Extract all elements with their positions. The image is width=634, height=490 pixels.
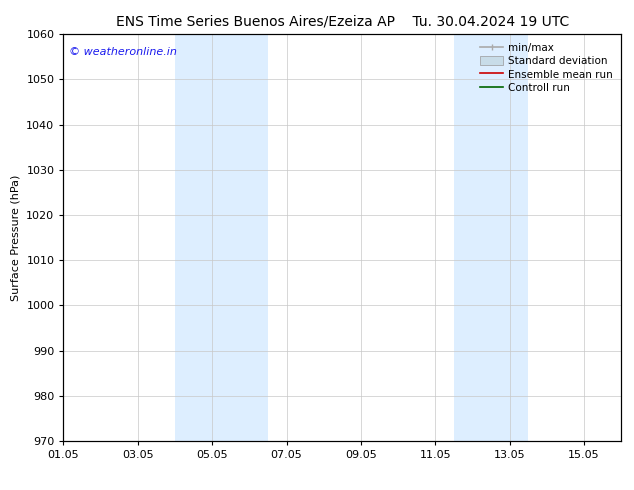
Bar [175,34,268,441]
Legend: min/max, Standard deviation, Ensemble mean run, Controll run: min/max, Standard deviation, Ensemble me… [477,40,616,96]
Title: ENS Time Series Buenos Aires/Ezeiza AP    Tu. 30.04.2024 19 UTC: ENS Time Series Buenos Aires/Ezeiza AP T… [116,15,569,29]
Bar [454,34,528,441]
Text: © weatheronline.in: © weatheronline.in [69,47,177,56]
Y-axis label: Surface Pressure (hPa): Surface Pressure (hPa) [11,174,21,301]
